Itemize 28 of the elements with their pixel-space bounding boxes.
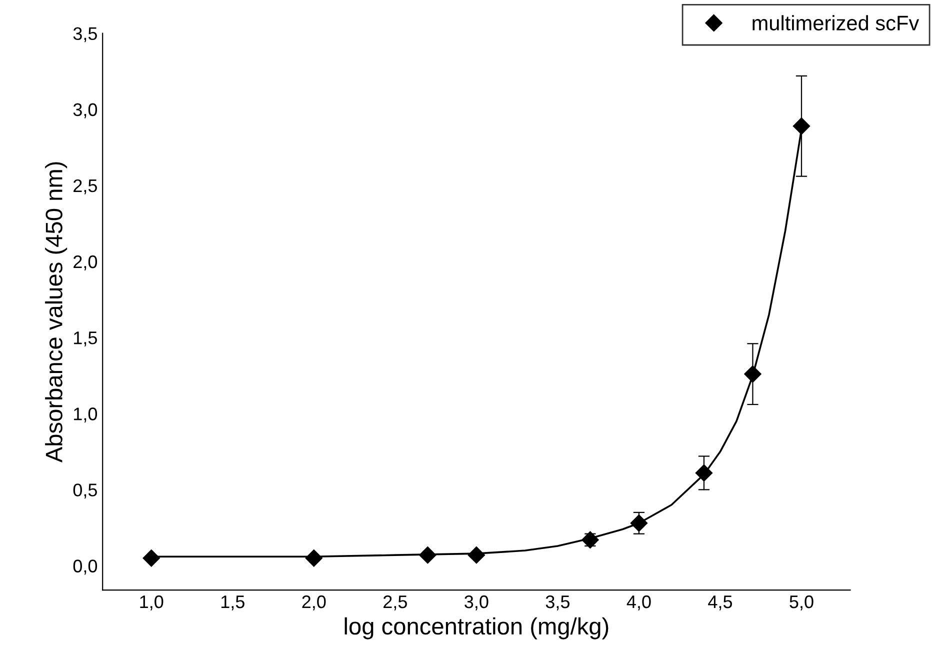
y-tick-label: 3,5: [73, 27, 97, 42]
y-tick-label: 0,5: [73, 484, 97, 499]
point: [630, 514, 648, 532]
point: [695, 464, 713, 482]
x-tick-label: 2,5: [384, 595, 407, 610]
x-tick-label: 4,5: [708, 596, 732, 610]
x-tick-label: 4,0: [626, 595, 651, 610]
point: [792, 118, 810, 135]
point: [468, 546, 485, 564]
x-axis-title: log concentration (mg/kg): [344, 617, 608, 640]
x-tick-label: 3,5: [546, 595, 570, 610]
y-tick-label: 2,0: [74, 255, 98, 270]
point: [142, 550, 160, 567]
x-tick-label: 2,0: [302, 595, 326, 610]
x-tick-label: 5,0: [790, 595, 814, 610]
y-tick-label: 3,0: [73, 103, 98, 118]
y-tick-label: 1,0: [74, 408, 98, 422]
x-tick-label: 1,5: [221, 596, 244, 610]
x-tick-label: 1,0: [140, 595, 164, 610]
y-tick-label: 1,5: [74, 332, 97, 346]
x-tick-label: 3,0: [464, 595, 488, 610]
y-tick-label: 2,5: [74, 179, 97, 194]
point: [305, 550, 322, 567]
legend-label: multimerized scFv: [752, 15, 920, 30]
point: [419, 546, 436, 564]
y-axis-title: Absorbance values (450 nm): [45, 162, 68, 463]
y-tick-label: 0,0: [73, 560, 98, 575]
point: [744, 366, 762, 383]
